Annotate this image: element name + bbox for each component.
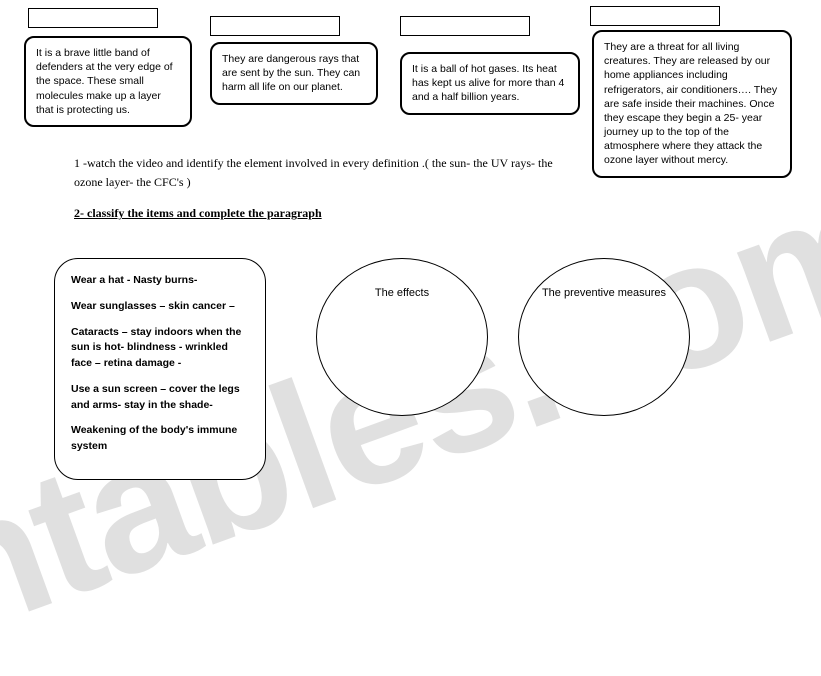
label-box-3[interactable] [400,16,530,36]
items-line-3: Cataracts – stay indoors when the sun is… [71,325,249,372]
instruction-line-1: 1 -watch the video and identify the elem… [74,154,574,192]
definition-box-3: It is a ball of hot gases. Its heat has … [400,52,580,115]
label-box-4[interactable] [590,6,720,26]
definition-box-1: It is a brave little band of defenders a… [24,36,192,127]
items-line-5: Weakening of the body's immune system [71,423,249,455]
instruction-line-2: 2- classify the items and complete the p… [74,204,574,223]
definition-box-2: They are dangerous rays that are sent by… [210,42,378,105]
label-box-2[interactable] [210,16,340,36]
oval-measures[interactable]: The preventive measures [518,258,690,416]
items-line-1: Wear a hat - Nasty burns- [71,273,249,289]
items-box: Wear a hat - Nasty burns- Wear sunglasse… [54,258,266,480]
definition-box-4: They are a threat for all living creatur… [592,30,792,178]
label-box-1[interactable] [28,8,158,28]
items-line-2: Wear sunglasses – skin cancer – [71,299,249,315]
items-line-4: Use a sun screen – cover the legs and ar… [71,382,249,414]
oval-effects[interactable]: The effects [316,258,488,416]
instructions-block: 1 -watch the video and identify the elem… [74,154,574,224]
